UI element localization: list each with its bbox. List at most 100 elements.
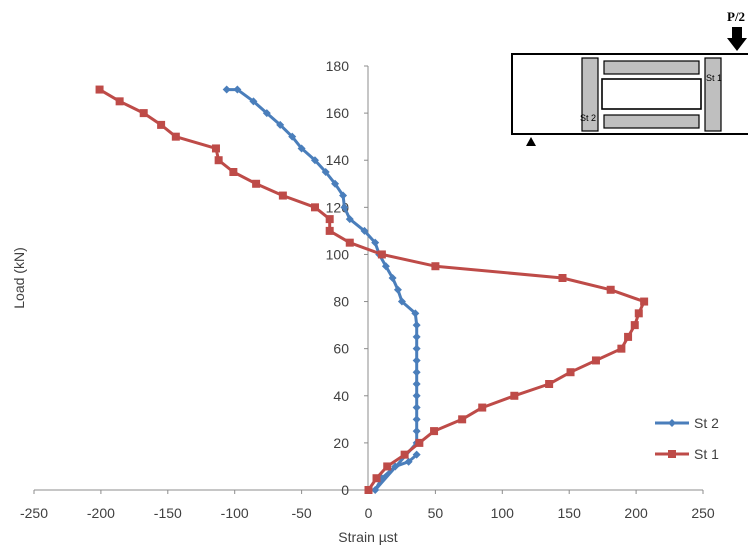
support-triangle-icon [526,137,536,146]
data-point-st1 [640,297,649,306]
data-point-st2 [340,203,349,212]
data-point-st1 [617,344,626,353]
data-point-st2 [412,332,421,341]
data-point-st2 [412,321,421,330]
data-point-st2 [360,226,369,235]
y-tick-label: 0 [341,482,349,498]
data-point-st1 [430,427,439,436]
data-point-st2 [288,132,297,141]
data-point-st1 [214,156,223,165]
data-point-st1 [383,462,392,471]
data-point-st2 [397,297,406,306]
legend-marker-st1 [668,450,676,458]
x-axis-title: Strain µst [338,529,398,545]
x-tick-label: -200 [87,505,115,521]
y-tick-label: 80 [333,294,349,310]
legend-label-st1: St 1 [694,446,719,462]
legend-label-st2: St 2 [694,415,719,431]
beam-setup-diagram: St 1 St 2 P/2 [511,9,748,146]
x-tick-label: 100 [491,505,515,521]
y-tick-label: 40 [333,388,349,404]
data-point-st2 [345,215,354,224]
data-point-st2 [411,309,420,318]
data-point-st2 [249,97,258,106]
y-tick-label: 100 [326,246,350,262]
data-point-st1 [478,403,487,412]
data-point-st1 [545,380,554,388]
data-point-st1 [400,450,409,459]
x-tick-label: -250 [20,505,48,521]
load-label: P/2 [727,9,745,24]
legend-marker-st2 [668,419,676,427]
series-st2 [222,85,421,494]
x-tick-label: -100 [221,505,249,521]
gauge-label-st1: St 1 [706,73,722,83]
x-tick-label: -50 [291,505,311,521]
data-point-st1 [377,250,386,259]
x-tick-label: 50 [428,505,444,521]
data-point-st2 [412,368,421,377]
x-tick-label: 250 [691,505,715,521]
load-arrow-icon [727,27,747,51]
data-point-st2 [222,85,231,94]
top-reinforcement [603,60,700,75]
data-point-st2 [233,85,242,94]
data-point-st1 [558,274,567,282]
data-point-st1 [566,368,575,377]
data-point-st1 [229,168,238,176]
bottom-reinforcement [603,114,700,129]
x-tick-label: 0 [365,505,373,521]
y-tick-label: 180 [326,58,350,74]
data-point-st1 [431,262,440,271]
data-point-st1 [95,85,104,94]
data-point-st1 [624,332,633,341]
data-point-st2 [412,344,421,353]
data-point-st2 [381,262,390,271]
data-point-st2 [412,450,421,459]
tick-labels: -250 -200 -150 -100 -50 0 50 100 150 200 250 0 20 40 6… [20,58,715,521]
data-point-st1 [634,309,643,318]
y-tick-label: 140 [326,152,350,168]
y-tick-label: 20 [333,435,349,451]
series-line-st1 [98,88,646,491]
data-point-st2 [321,168,330,176]
stirrup-right [704,57,722,132]
y-tick-label: 160 [326,105,350,121]
data-point-st2 [412,356,421,365]
data-point-st2 [371,238,380,247]
x-tick-label: 150 [558,505,582,521]
data-point-st2 [404,457,413,466]
data-point-st2 [297,144,306,153]
data-point-st2 [393,285,402,294]
data-point-st2 [371,486,380,494]
data-point-st2 [412,380,421,388]
data-point-st2 [412,403,421,412]
data-point-st1 [458,415,467,424]
data-point-st2 [388,274,397,282]
data-point-st1 [630,321,639,330]
data-point-st1 [325,226,334,235]
data-point-st1 [372,474,381,483]
inner-chamber [601,78,702,110]
data-point-st1 [115,97,124,106]
data-point-st1 [310,203,319,212]
data-point-st1 [325,215,334,224]
data-point-st1 [139,109,148,118]
data-point-st1 [510,391,519,400]
data-point-st2 [262,109,271,118]
series-st1 [95,85,649,494]
data-point-st1 [211,144,220,153]
legend: St 2 St 1 [655,415,719,462]
data-point-st2 [391,462,400,471]
stirrup-left [581,57,599,132]
data-point-st2 [412,427,421,436]
data-point-st1 [415,438,424,447]
data-point-st1 [345,238,354,247]
data-point-st1 [591,356,600,365]
series-layer [95,85,649,494]
data-point-st2 [339,191,348,200]
data-point-st1 [364,486,373,494]
data-point-st1 [606,285,615,294]
data-point-st1 [157,120,166,129]
